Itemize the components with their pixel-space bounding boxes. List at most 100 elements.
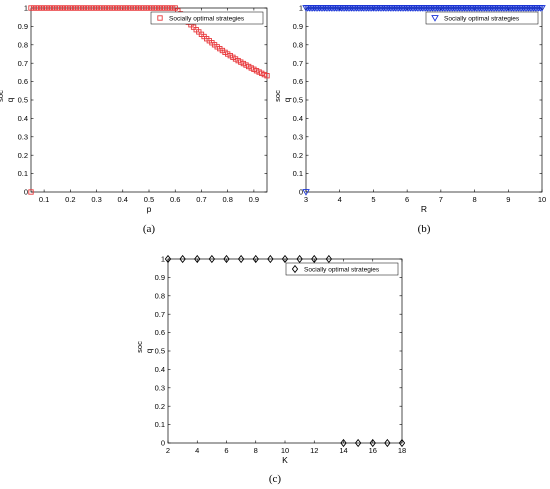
x-tick-label: 0.5 <box>144 195 154 204</box>
y-tick-label: 0.8 <box>155 291 165 300</box>
y-tick-label: 0.1 <box>155 420 165 429</box>
legend-box <box>425 11 539 25</box>
y-tick-label: 0.6 <box>155 328 165 337</box>
data-point <box>538 5 546 12</box>
legend-box <box>285 262 399 276</box>
y-tick-label: 0.3 <box>155 383 165 392</box>
y-tick-label: 0.6 <box>18 77 28 86</box>
y-axis-label-superscript: soc <box>273 90 282 102</box>
y-tick-label: 0.7 <box>155 310 165 319</box>
data-series <box>302 5 546 196</box>
x-tick-label: 4 <box>338 195 342 204</box>
data-point <box>208 254 216 264</box>
y-tick-label: 1 <box>24 4 28 13</box>
y-axis-label: q <box>5 97 15 102</box>
data-point <box>296 254 303 264</box>
x-tick-label: 0.3 <box>91 195 101 204</box>
y-tick-label: 0 <box>161 439 165 448</box>
x-tick-label: 4 <box>195 446 199 455</box>
data-point <box>384 438 391 448</box>
x-tick-label: 6 <box>405 195 409 204</box>
legend-label: Socially optimal strategies <box>444 15 520 22</box>
legend-marker <box>431 15 439 22</box>
data-point <box>354 438 362 448</box>
y-tick-label: 0.5 <box>293 96 303 105</box>
x-tick-label: 0.6 <box>170 195 180 204</box>
x-tick-label: 10 <box>538 195 546 204</box>
x-tick-label: 0.4 <box>118 195 128 204</box>
data-point <box>179 254 186 264</box>
data-point <box>223 254 230 264</box>
data-point <box>311 254 318 264</box>
x-tick-label: 8 <box>254 446 258 455</box>
y-tick-label: 0.4 <box>18 114 28 123</box>
y-tick-label: 0.5 <box>155 347 165 356</box>
x-tick-label: 5 <box>371 195 375 204</box>
x-tick-label: 0.2 <box>65 195 75 204</box>
y-tick-label: 0.2 <box>155 402 165 411</box>
y-tick-label: 0.8 <box>18 40 28 49</box>
x-tick-label: 14 <box>339 446 347 455</box>
data-point <box>302 189 310 196</box>
data-point <box>164 254 172 264</box>
y-tick-label: 1 <box>299 4 303 13</box>
y-axis-label-superscript: soc <box>0 90 5 102</box>
data-point <box>325 254 333 264</box>
legend-box <box>150 11 264 25</box>
y-tick-label: 0.1 <box>293 169 303 178</box>
y-tick-label: 1 <box>161 255 165 264</box>
panel-caption: (b) <box>418 223 431 235</box>
data-series <box>164 254 406 448</box>
y-tick-label: 0.4 <box>293 114 303 123</box>
y-axis-label-superscript: soc <box>135 341 144 353</box>
y-tick-label: 0.2 <box>18 151 28 160</box>
data-point <box>267 254 274 264</box>
chart-panel-3: 00.10.20.30.40.50.60.70.80.912 4 6 8 10 12 14 1… <box>135 255 406 485</box>
y-tick-label: 0.9 <box>155 273 165 282</box>
panel-caption: (c) <box>269 473 282 485</box>
y-tick-label: 0.2 <box>293 151 303 160</box>
plot-area <box>30 7 268 193</box>
y-axis-label: q <box>282 97 292 102</box>
y-tick-label: 0.4 <box>155 365 165 374</box>
y-axis-label: q <box>144 348 154 353</box>
x-tick-label: 0.1 <box>39 195 49 204</box>
y-tick-label: 0.9 <box>293 22 303 31</box>
data-point <box>28 189 34 195</box>
chart-panel-1: 0 0.1 0.2 0.3 0.4 0.5 0.6 0.7 0.8 0.9 1 0.1 0.2 0.3 0.… <box>0 4 270 235</box>
legend-label: Socially optimal strategies <box>304 266 380 273</box>
x-axis-label: K <box>282 455 288 465</box>
y-tick-label: 0.7 <box>293 59 303 68</box>
x-tick-label: 9 <box>506 195 510 204</box>
y-tick-label: 0.8 <box>293 40 303 49</box>
chart-panel-2: 0 0.1 0.2 0.3 0.4 0.5 0.6 0.7 0.8 0.9 1 3 4 5 6 7 8 9 10 Rq… <box>273 4 546 235</box>
x-tick-label: 7 <box>439 195 443 204</box>
x-tick-label: 16 <box>369 446 377 455</box>
data-point <box>281 254 289 264</box>
x-tick-label: 2 <box>166 446 170 455</box>
x-axis-label: p <box>147 204 152 214</box>
x-tick-label: 0.9 <box>249 195 259 204</box>
panel-caption: (a) <box>143 223 156 235</box>
legend-marker <box>291 264 299 274</box>
data-point <box>237 254 245 264</box>
y-tick-label: 0.7 <box>18 59 28 68</box>
x-tick-label: 0.7 <box>196 195 206 204</box>
x-tick-label: 3 <box>304 195 308 204</box>
y-tick-label: 0.1 <box>18 169 28 178</box>
x-tick-label: 12 <box>310 446 318 455</box>
y-tick-label: 0.6 <box>293 77 303 86</box>
legend-label: Socially optimal strategies <box>169 15 245 22</box>
x-tick-label: 18 <box>398 446 406 455</box>
x-tick-label: 0.8 <box>222 195 232 204</box>
y-tick-label: 0 <box>24 188 28 197</box>
x-axis-label: R <box>421 204 427 214</box>
data-point <box>264 73 270 79</box>
data-point <box>194 254 201 264</box>
plot-area <box>167 258 403 444</box>
y-tick-label: 0.5 <box>18 96 28 105</box>
data-point <box>369 438 376 448</box>
x-tick-label: 10 <box>281 446 289 455</box>
legend-marker <box>157 15 163 21</box>
